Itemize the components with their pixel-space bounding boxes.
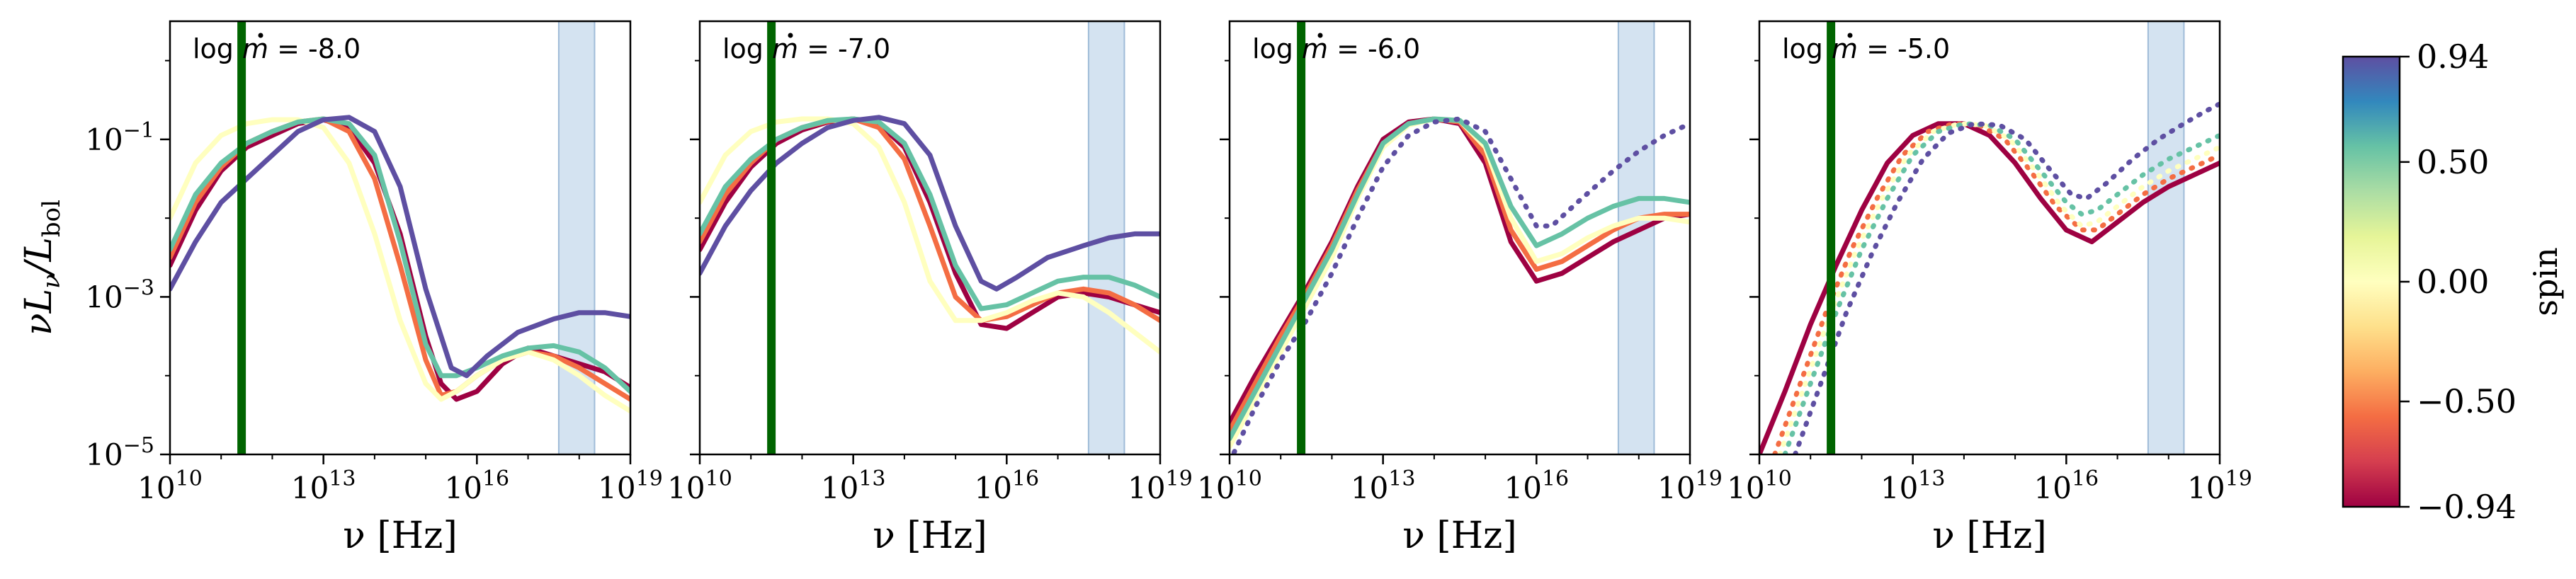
x-tick-label: 1016 xyxy=(445,466,510,505)
series-spin-0p5 xyxy=(1230,116,1690,442)
m-dot xyxy=(1847,33,1853,38)
colorbar-ticks: 0.94 0.50 0.00 −0.50 −0.94 xyxy=(2400,38,2517,526)
panel-title: log m = -6.0 xyxy=(1252,33,1420,64)
y-axis-label: νLν/Lbol xyxy=(18,200,66,336)
series-spin-0p94 xyxy=(1230,116,1690,454)
panel-title: log m = -7.0 xyxy=(722,33,890,64)
colorbar-label: spin xyxy=(2526,247,2565,316)
series-spin--0p94 xyxy=(700,116,1160,331)
panels: 1010 1013 1016 1019 10−1 10−3 10−5 log m = -8.0… xyxy=(85,20,2252,557)
panel-1: 1010 1013 1016 1019 10−1 10−3 10−5 log m = -8.0… xyxy=(85,20,663,557)
x-tick-label: 1019 xyxy=(1128,466,1193,505)
x-axis-label: ν [Hz] xyxy=(1402,515,1516,557)
x-tick-label: 1010 xyxy=(137,466,203,505)
series-spin-0p94 xyxy=(700,115,1160,292)
series-spin-0p5 xyxy=(700,116,1160,311)
x-axis-label: ν [Hz] xyxy=(1932,515,2046,557)
colorbar-tick-label: −0.50 xyxy=(2417,382,2517,420)
x-tick-label: 1013 xyxy=(1351,466,1416,505)
m-dot xyxy=(258,33,263,38)
colorbar-tick-label: −0.94 xyxy=(2417,488,2517,526)
panel-title: log m = -8.0 xyxy=(193,33,361,64)
series-spin-0p94 xyxy=(170,115,630,379)
m-dot xyxy=(1317,33,1323,38)
colorbar-gradient xyxy=(2342,55,2401,508)
panel-3: 1010 1013 1016 1019 log m = -6.0 ν [Hz] xyxy=(1197,20,1723,557)
x-tick-label: 1013 xyxy=(1880,466,1946,505)
y-tick-label: 10−5 xyxy=(85,433,154,472)
colorbar-tick-label: 0.00 xyxy=(2417,263,2489,301)
series-spin-0 xyxy=(700,116,1160,355)
series-group xyxy=(170,115,630,414)
xray-band xyxy=(2147,21,2185,455)
y-tick-label: 10−1 xyxy=(85,118,154,157)
x-axis-label: ν [Hz] xyxy=(343,515,457,557)
series-spin-0p94 xyxy=(1793,101,2220,454)
x-tick-label: 1010 xyxy=(1197,466,1262,505)
panel-frame xyxy=(698,20,1162,456)
panel-title: log m = -5.0 xyxy=(1782,33,1950,64)
x-tick-label: 1019 xyxy=(1657,466,1723,505)
x-tick-label: 1010 xyxy=(1727,466,1792,505)
panel-4: 1010 1013 1016 1019 log m = -5.0 ν [Hz] xyxy=(1727,20,2252,557)
panel-frame xyxy=(1758,20,2221,456)
x-tick-label: 1016 xyxy=(1504,466,1570,505)
x-tick-label: 1013 xyxy=(821,466,886,505)
series-group xyxy=(1759,101,2220,454)
series-group xyxy=(700,115,1160,355)
x-axis-label: ν [Hz] xyxy=(873,515,987,557)
panel-frame xyxy=(1228,20,1691,456)
x-tick-label: 1019 xyxy=(598,466,663,505)
xray-band xyxy=(557,21,596,455)
x-tick-label: 1019 xyxy=(2187,466,2252,505)
series-spin-0p5 xyxy=(170,116,630,394)
x-tick-label: 1013 xyxy=(291,466,356,505)
x-tick-label: 1016 xyxy=(2034,466,2099,505)
series-spin-0p5 xyxy=(1782,121,2220,454)
series-spin-0 xyxy=(170,117,630,414)
m-dot xyxy=(788,33,793,38)
x-tick-label: 1010 xyxy=(667,466,732,505)
x-tick-label: 1016 xyxy=(975,466,1040,505)
series-spin--0p94 xyxy=(1759,121,2220,454)
series-group xyxy=(1230,116,1690,454)
panel-frame xyxy=(169,20,632,456)
series-spin--0p5 xyxy=(1772,121,2220,454)
series-spin-0 xyxy=(1777,121,2220,454)
colorbar: 0.94 0.50 0.00 −0.50 −0.94 spin xyxy=(2342,38,2565,526)
colorbar-tick-label: 0.94 xyxy=(2417,38,2489,76)
colorbar-tick-label: 0.50 xyxy=(2417,143,2489,181)
y-tick-label: 10−3 xyxy=(85,275,154,314)
panel-2: 1010 1013 1016 1019 log m = -7.0 ν [Hz] xyxy=(667,20,1193,557)
